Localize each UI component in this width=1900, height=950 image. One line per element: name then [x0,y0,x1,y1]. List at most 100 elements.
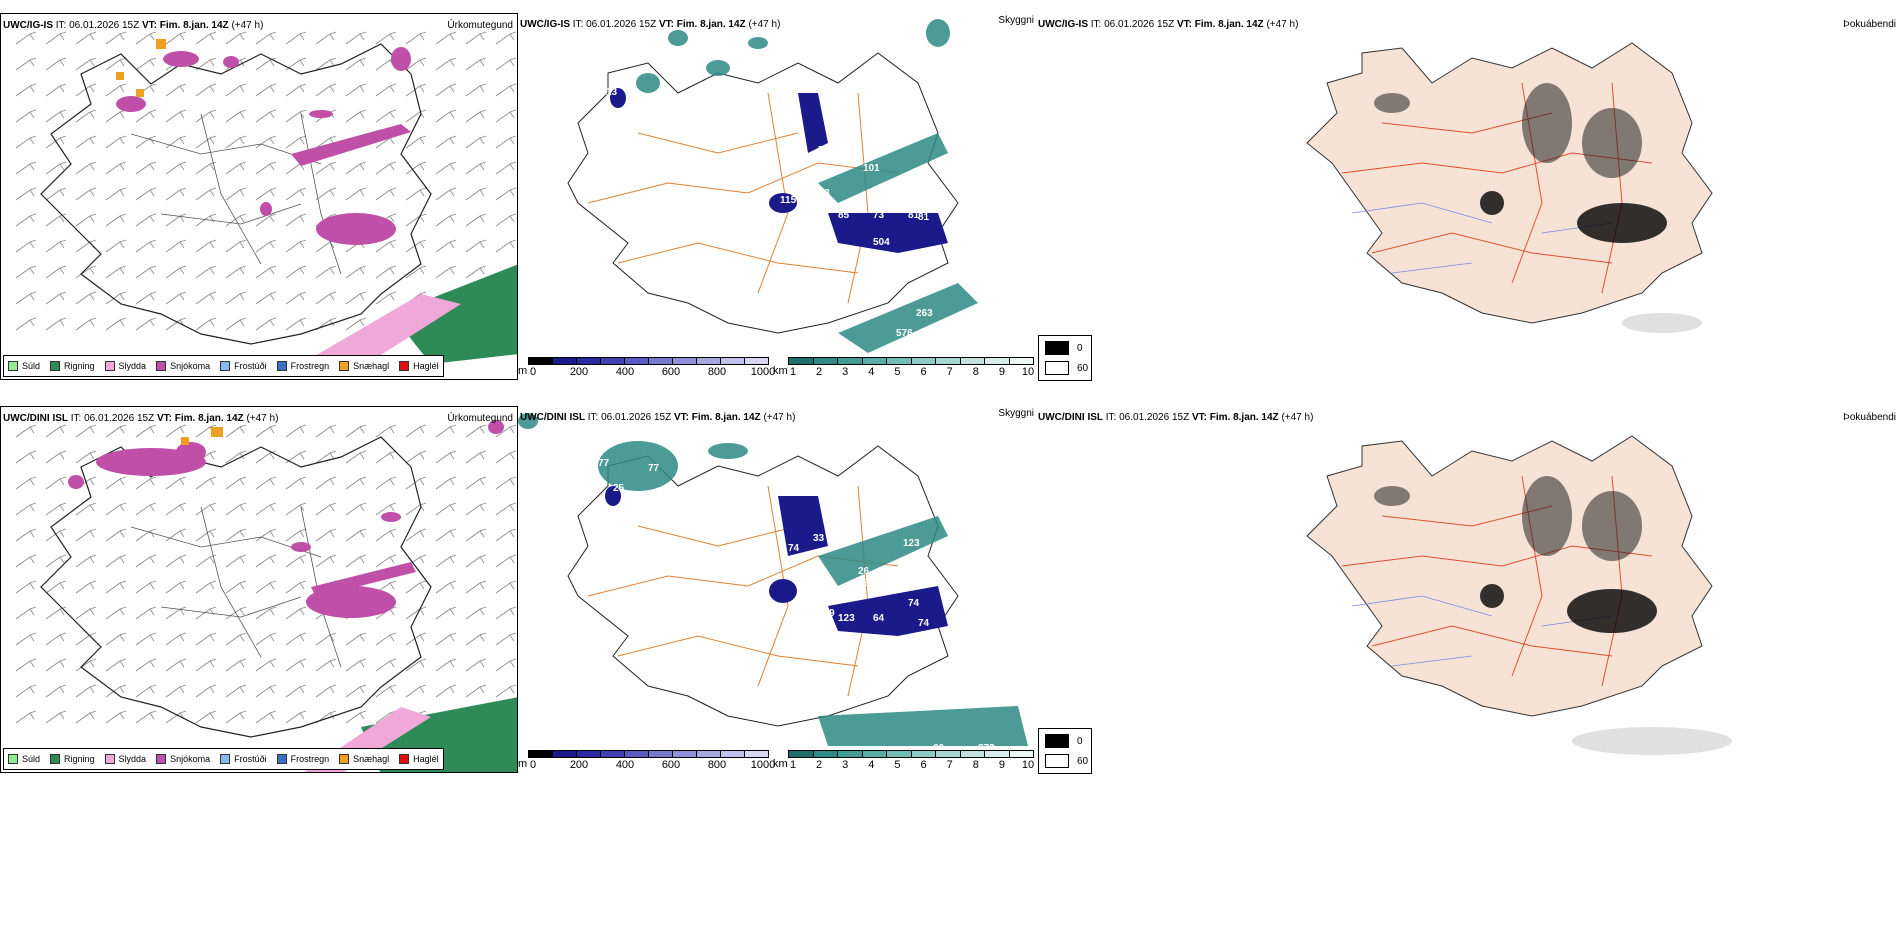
visibility-panel-title-top: UWC/IG-IS IT: 06.01.2026 15Z VT: Fim. 8.… [520,19,781,30]
wind-barb [225,161,247,175]
wind-barb [435,554,457,568]
colorbar-tick-label: 0 [529,366,537,378]
wind-barb [105,710,127,724]
wind-barb [135,187,157,201]
colorbar-tick-label: 8 [972,366,979,378]
visibility-value-label: 81 [918,212,930,223]
visibility-value-label: 123 [903,538,920,549]
legend-item: Frostúði [220,754,267,764]
wind-barb [255,476,277,490]
visibility-value-label: 263 [916,308,933,319]
wind-barb [105,239,127,253]
wind-barb [225,83,247,97]
wind-barb [495,109,517,123]
wind-barb [465,684,487,698]
wind-barb [435,161,457,175]
visibility-value-label: 115 [780,195,797,206]
wind-barb [345,109,367,123]
wind-barb [345,317,367,331]
wind-barb [75,710,97,724]
legend-label: Snæhagl [353,361,390,371]
wind-barb [405,83,427,97]
legend-swatch [339,361,350,371]
wind-barb [345,187,367,201]
wind-barb [225,109,247,123]
wind-barb [285,83,307,97]
legend-item: Frostregn [276,361,330,371]
colorbar-tick-label: 600 [661,366,681,378]
wind-barb [225,476,247,490]
visibility-value-labels: 772577337497123268512912364747460872 [598,458,995,746]
colorbar-segment [788,750,814,758]
wind-barb [225,265,247,279]
wind-barb [345,450,367,464]
wind-barb [495,239,517,253]
ceiling-colorbar: 0 200 400 600 800 1000 [528,750,775,772]
legend-item: Haglél [399,361,439,371]
colorbar-segment [886,750,912,758]
wind-barb [345,291,367,305]
cloud-legend-top: 0 60 [1038,335,1092,381]
wind-barb [345,476,367,490]
wind-barb [255,291,277,305]
cloud-legend-bottom: 0 60 [1038,728,1092,774]
wind-barb [285,606,307,620]
wind-barb [165,528,187,542]
wind-barb [285,317,307,331]
wind-barb [345,161,367,175]
wind-barb [255,31,277,45]
wind-barb [45,239,67,253]
visibility-value-label: 101 [863,163,880,174]
wind-barb [45,83,67,97]
visibility-unit: km [773,758,788,770]
wind-barb [285,684,307,698]
colorbar-segment [959,750,985,758]
legend-label: Frostúði [234,754,267,764]
legend-item: Frostúði [220,361,267,371]
wind-barb [435,502,457,516]
wind-barb [435,57,457,71]
wind-barb [345,502,367,516]
colorbar-tick-label: 7 [946,759,953,771]
wind-barb [345,83,367,97]
legend-label: Slydda [118,361,147,371]
wind-barb [465,424,487,438]
wind-barb [135,57,157,71]
wind-barb [255,528,277,542]
wind-barb [15,528,37,542]
wind-barb [405,135,427,149]
wind-barb [465,554,487,568]
wind-barb [225,317,247,331]
legend-swatch [104,754,115,764]
visibility-colorbar: 1 2 3 4 5 6 7 8 9 10 [788,750,1034,772]
colorbar-tick-label: 4 [868,759,875,771]
wind-barb [465,658,487,672]
legend-label: Frostregn [290,361,330,371]
colorbar-tick-label: 8 [972,759,979,771]
wind-barb [15,684,37,698]
wind-barb [435,135,457,149]
wind-barb [285,187,307,201]
colorbar-tick-label: 200 [569,366,589,378]
colorbar-segment [696,750,721,758]
wind-barb [435,239,457,253]
wind-barb [405,658,427,672]
wind-barb [315,187,337,201]
wind-barb [75,528,97,542]
wind-barb [75,135,97,149]
wind-barb [285,239,307,253]
colorbar-tick-label: 600 [661,759,681,771]
wind-barb [465,502,487,516]
wind-barb [15,57,37,71]
wind-barb [345,265,367,279]
visibility-value-label: 73 [873,210,885,221]
wind-barb [165,580,187,594]
legend-label: Súld [22,361,41,371]
wind-barb [405,109,427,123]
wind-barb [345,57,367,71]
panel-name: Þokuábendi [1843,412,1896,423]
wind-barb [495,161,517,175]
wind-barb [315,161,337,175]
wind-barb [255,161,277,175]
wind-barb [15,476,37,490]
